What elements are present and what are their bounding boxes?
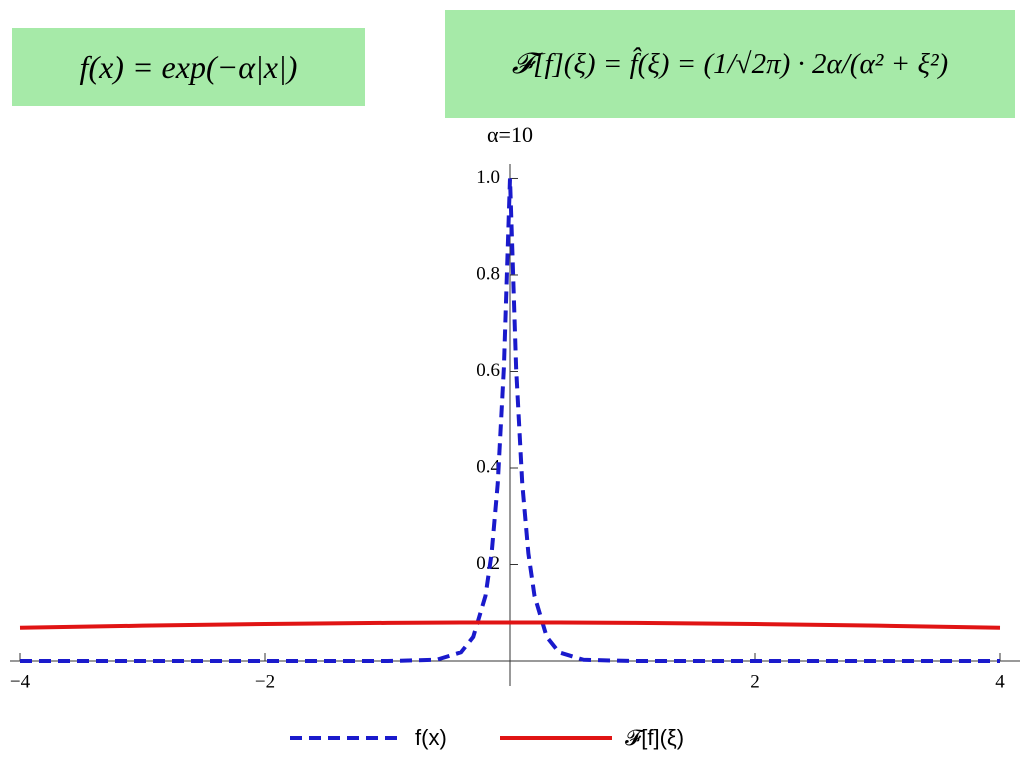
y-tick-label: 0.4 [476, 456, 500, 477]
chart-title: α=10 [487, 122, 533, 147]
x-tick-label: −4 [10, 671, 31, 692]
y-tick-label: 1.0 [476, 167, 500, 188]
x-tick-label: 4 [995, 671, 1005, 692]
x-tick-label: −2 [255, 671, 275, 692]
formula-box: f(x) = exp(−α|x|) [12, 28, 365, 106]
y-tick-label: 0.6 [476, 360, 500, 381]
series-line [20, 178, 1000, 663]
y-tick-label: 0.2 [476, 553, 500, 574]
legend-label: f(x) [415, 725, 447, 750]
x-tick-label: 2 [750, 671, 760, 692]
series-line [19, 620, 1001, 630]
formula-box: 𝓕[f](ξ) = f̂(ξ) = (1/√2π) · 2α/(α² + ξ²) [445, 10, 1015, 118]
legend-label: 𝓕[f](ξ) [625, 725, 684, 750]
y-tick-label: 0.8 [476, 263, 500, 284]
